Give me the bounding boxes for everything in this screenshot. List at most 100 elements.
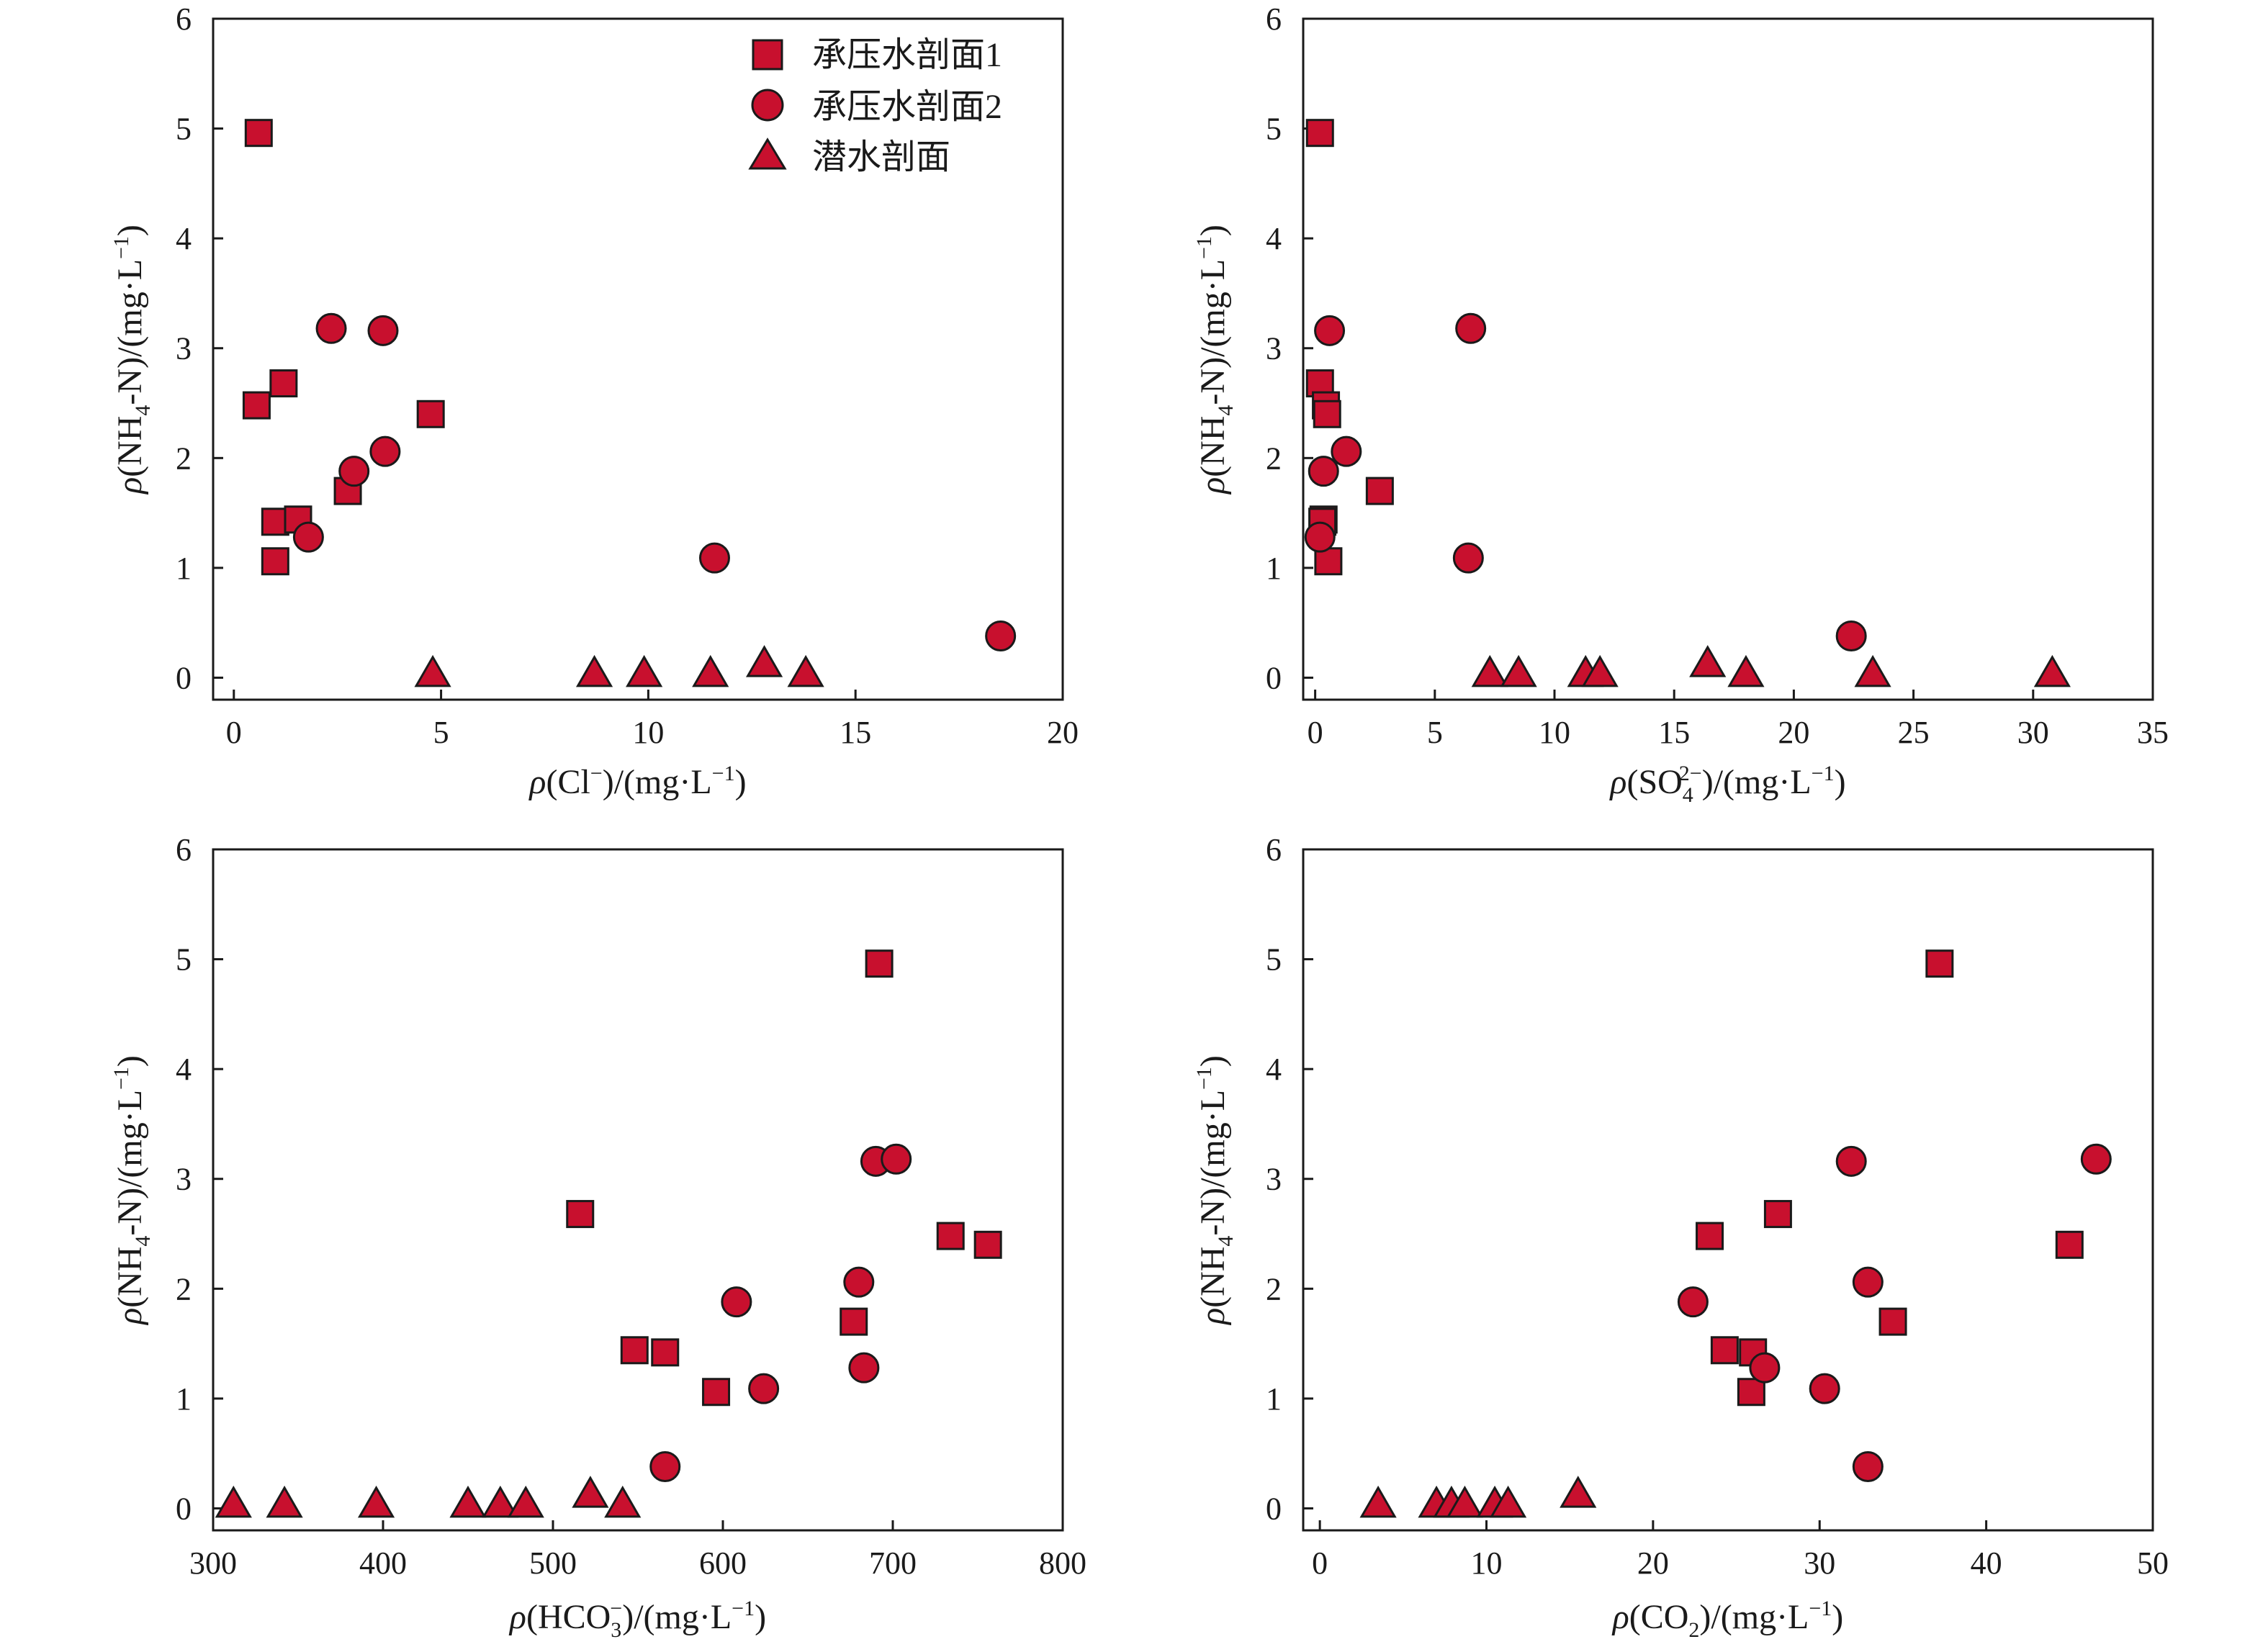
plot-frame (212, 848, 1064, 1532)
x-tick-label: 5 (433, 715, 449, 750)
x-tick-label: 500 (529, 1545, 577, 1581)
triangle-point (1500, 654, 1537, 687)
circle-point (292, 521, 324, 553)
legend-square-marker (752, 39, 783, 71)
panel-hco3: 300 400 500 600 700 800 0 1 2 3 4 5 6 ρ(HCO3−)/(mg·L… (109, 832, 1086, 1642)
triangle-point (1359, 1485, 1397, 1518)
x-tick-label: 0 (226, 715, 242, 750)
legend-label: 承压水剖面1 (812, 36, 1002, 74)
y-tick-label: 6 (176, 832, 192, 867)
triangle-point (745, 645, 783, 677)
x-tick-label: 50 (2137, 1545, 2169, 1581)
circle-point (721, 1286, 752, 1318)
y-tick-label: 0 (176, 660, 192, 695)
y-tick-label: 4 (1266, 221, 1282, 256)
y-tick-label: 1 (1266, 551, 1282, 586)
square-point (416, 400, 445, 428)
circle-point (367, 315, 399, 346)
x-tick-label: 300 (189, 1545, 237, 1581)
circle-point (748, 1373, 780, 1404)
x-tick-label: 10 (632, 715, 664, 750)
legend-item-circle: 承压水剖面2 (751, 88, 1002, 126)
panel-cl: 0 5 10 15 20 0 1 2 3 4 5 6 ρ(Cl−)/(mg·L−1) ρ(NH4-N)… (109, 1, 1079, 801)
triangle-point (1854, 654, 1891, 687)
triangle-point (507, 1485, 544, 1518)
y-tick-label: 1 (176, 1381, 192, 1417)
y-tick-label: 4 (176, 221, 192, 256)
square-point (566, 1200, 595, 1229)
square-point (651, 1338, 680, 1367)
triangle-point (692, 654, 729, 687)
circle-point (843, 1266, 875, 1298)
square-point (242, 391, 271, 420)
x-tick-label: 10 (1471, 1545, 1503, 1581)
square-point (1878, 1307, 1907, 1336)
x-tick-label: 0 (1312, 1545, 1328, 1581)
y-tick-label: 2 (176, 1271, 192, 1306)
y-tick-label: 6 (176, 1, 192, 37)
square-point (1696, 1222, 1724, 1250)
y-axis-label: ρ(NH4-N)/(mg·L−1) (109, 225, 155, 495)
circle-point (1809, 1373, 1840, 1404)
square-point (840, 1307, 868, 1336)
triangle-point (1581, 654, 1619, 687)
plot-frame (212, 17, 1064, 701)
y-tick-label: 5 (1266, 942, 1282, 978)
legend-label: 潜水剖面 (812, 138, 950, 176)
circle-point (1304, 521, 1336, 553)
x-tick-label: 20 (1047, 715, 1079, 750)
legend-item-square: 承压水剖面1 (752, 36, 1002, 74)
circle-point (1308, 456, 1339, 487)
y-axis-label: ρ(NH4-N)/(mg·L−1) (1192, 1055, 1238, 1326)
y-tick-label: 5 (1266, 112, 1282, 147)
legend-triangle-marker (748, 137, 787, 170)
triangle-point (482, 1485, 519, 1518)
y-tick-label: 2 (176, 441, 192, 476)
y-tick-label: 2 (1266, 441, 1282, 476)
triangle-point (414, 654, 451, 687)
y-tick-label: 3 (1266, 1162, 1282, 1197)
circle-point (1835, 620, 1867, 652)
circle-point (1749, 1352, 1781, 1384)
triangle-point (575, 654, 613, 687)
x-tick-label: 30 (2017, 715, 2049, 750)
y-tick-label: 1 (1266, 1381, 1282, 1417)
square-point (1314, 547, 1343, 576)
circle-point (1852, 1266, 1884, 1298)
triangle-point (1560, 1476, 1597, 1508)
legend-circle-marker (751, 89, 784, 122)
x-tick-label: 15 (840, 715, 871, 750)
circle-point (1455, 312, 1487, 344)
x-axis-label: ρ(Cl−)/(mg·L−1) (528, 762, 746, 801)
square-point (261, 507, 289, 536)
x-tick-label: 800 (1039, 1545, 1086, 1581)
circle-point (649, 1451, 681, 1483)
square-point (269, 369, 298, 398)
triangle-point (449, 1485, 487, 1518)
square-point (2055, 1230, 2084, 1259)
triangle-point (215, 1485, 252, 1518)
square-point (620, 1336, 649, 1365)
triangle-point (357, 1485, 395, 1518)
triangle-point (572, 1476, 609, 1508)
square-point (973, 1230, 1002, 1259)
y-tick-label: 6 (1266, 1, 1282, 37)
y-tick-label: 0 (1266, 660, 1282, 695)
y-tick-label: 5 (176, 112, 192, 147)
triangle-point (2033, 654, 2071, 687)
square-point (1710, 1336, 1739, 1365)
triangle-point (1689, 645, 1727, 677)
square-point (1925, 949, 1954, 978)
circle-point (1677, 1286, 1709, 1318)
square-point (702, 1378, 731, 1407)
square-point (1737, 1378, 1765, 1407)
y-tick-label: 3 (176, 331, 192, 366)
x-tick-label: 20 (1778, 715, 1809, 750)
triangle-point (1727, 654, 1765, 687)
x-tick-label: 400 (359, 1545, 407, 1581)
y-axis-label: ρ(NH4-N)/(mg·L−1) (109, 1055, 155, 1326)
x-tick-label: 35 (2137, 715, 2169, 750)
square-point (936, 1222, 965, 1250)
